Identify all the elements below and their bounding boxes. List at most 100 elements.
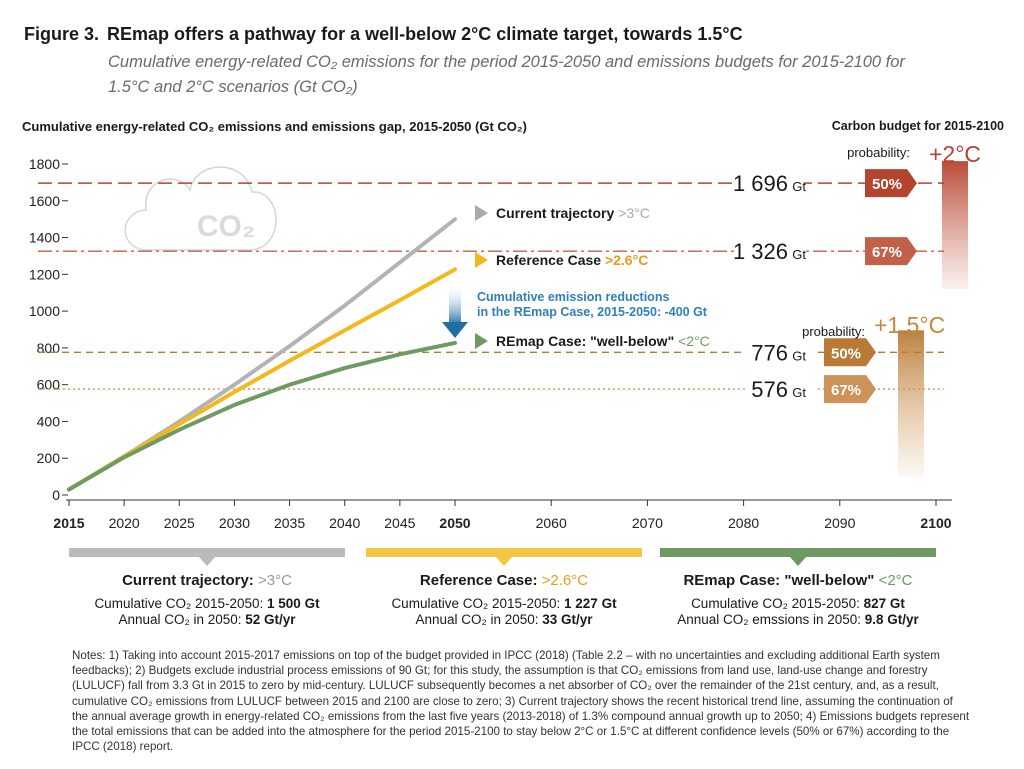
y-tick-label: 1000 (29, 303, 60, 319)
probability-badge (824, 338, 876, 367)
budget-value: 1 696 (733, 171, 788, 196)
reduction-arrow-head (442, 322, 468, 338)
cumulative-co2-line: Cumulative CO₂ 2015-2050: 827 Gt (660, 596, 936, 611)
cumulative-co2-line: Cumulative CO₂ 2015-2050: 1 500 Gt (69, 596, 345, 611)
budget-value: 576 (751, 377, 788, 402)
summary-label: Cumulative CO₂ 2015-2050: (691, 596, 864, 611)
scenario-name: Reference Case: (419, 572, 542, 589)
series-marker-icon (475, 205, 488, 221)
budget-unit: Gt (792, 247, 806, 262)
summary-pointer-icon (199, 557, 215, 566)
x-tick-label: 2030 (219, 515, 250, 531)
scenario-name: Current trajectory: (122, 572, 258, 589)
x-tick-label: 2080 (728, 515, 759, 531)
reduction-arrow-shaft (449, 283, 461, 325)
scenario-name: REmap Case: "well-below" (683, 572, 879, 589)
scenario-summary: Current trajectory: >3°C Cumulative CO₂ 2… (69, 548, 345, 638)
scenario-summary: Reference Case: >2.6°C Cumulative CO₂ 201… (366, 548, 642, 638)
x-tick-label: 2020 (109, 515, 140, 531)
summary-label: Annual CO₂ emssions in 2050: (677, 612, 865, 627)
probability-badge (865, 169, 917, 198)
y-tick-label: 600 (37, 377, 61, 393)
scenario-summary-bar (366, 548, 642, 557)
probability-value: 50% (831, 345, 861, 362)
y-tick-label: 1600 (29, 193, 60, 209)
series-line (67, 340, 457, 492)
annual-co2-line: Annual CO₂ in 2050: 52 Gt/yr (69, 612, 345, 627)
x-tick-label: 2040 (329, 515, 360, 531)
figure-title: Figure 3. REmap offers a pathway for a we… (24, 24, 743, 45)
y-tick-label: 200 (37, 450, 61, 466)
cumulative-co2-line: Cumulative CO₂ 2015-2050: 1 227 Gt (366, 596, 642, 611)
summary-value: 1 227 Gt (564, 596, 617, 611)
budget-value: 1 326 (733, 239, 788, 264)
summary-label: Cumulative CO₂ 2015-2050: (391, 596, 565, 611)
x-tick-label: 2060 (536, 515, 567, 531)
x-tick-label: 2070 (632, 515, 663, 531)
series-label: REmap Case: "well-below" <2°C (496, 333, 710, 349)
scenario-summary-title: REmap Case: "well-below" <2°C (660, 572, 936, 589)
summary-pointer-icon (790, 557, 806, 566)
y-tick-label: 1200 (29, 266, 60, 282)
series-label: Reference Case >2.6°C (496, 252, 648, 268)
series-label: Current trajectory >3°C (496, 205, 650, 221)
x-tick-label: 2015 (53, 515, 84, 531)
probability-value: 67% (872, 244, 902, 261)
figure-title-text: REmap offers a pathway for a well-below … (107, 24, 743, 44)
annual-co2-line: Annual CO₂ in 2050: 33 Gt/yr (366, 612, 642, 627)
probability-value: 67% (831, 382, 861, 399)
y-tick-label: 0 (52, 487, 60, 503)
y-tick-label: 800 (37, 340, 61, 356)
annual-co2-line: Annual CO₂ emssions in 2050: 9.8 Gt/yr (660, 612, 936, 627)
x-tick-label: 2045 (384, 515, 415, 531)
scenario-summary-title: Reference Case: >2.6°C (366, 572, 642, 589)
one-five-c-budget-bar (898, 330, 924, 478)
x-tick-label: 2035 (274, 515, 305, 531)
y-tick-label: 1400 (29, 230, 60, 246)
scenario-summary-bar (660, 548, 936, 557)
one-five-c-scenario-label: +1.5°C (874, 312, 945, 338)
x-tick-label: 2050 (439, 515, 470, 531)
y-tick-label: 1800 (29, 156, 60, 172)
summary-pointer-icon (496, 557, 512, 566)
budget-label-bg (734, 237, 804, 264)
scenario-tag: >3°C (257, 572, 292, 589)
two-c-scenario-label: +2°C (929, 141, 981, 167)
y-tick-label: 400 (37, 413, 61, 429)
summary-label: Cumulative CO₂ 2015-2050: (94, 596, 268, 611)
budget-label-bg (746, 375, 816, 402)
budget-value: 776 (751, 340, 788, 365)
chart-title: Cumulative energy-related CO₂ emissions … (22, 119, 527, 134)
probability-label: probability: (802, 324, 865, 339)
summary-label: Annual CO₂ in 2050: (118, 612, 246, 627)
two-c-budget-bar (942, 161, 968, 290)
budget-unit: Gt (792, 348, 806, 363)
summary-value: 1 500 Gt (267, 596, 320, 611)
summary-value: 9.8 Gt/yr (864, 612, 919, 627)
budget-unit: Gt (792, 179, 806, 194)
probability-badge (865, 237, 917, 266)
scenario-tag: <2°C (878, 572, 913, 589)
co2-cloud-icon: CO₂ (124, 166, 277, 251)
scenario-summary: REmap Case: "well-below" <2°C Cumulative … (660, 548, 936, 638)
budget-label-bg (746, 338, 816, 365)
summary-value: 33 Gt/yr (542, 612, 593, 627)
summary-value: 52 Gt/yr (245, 612, 296, 627)
scenario-summary-bar (69, 548, 345, 557)
reduction-annotation-line2: in the REmap Case, 2015-2050: -400 Gt (477, 305, 708, 319)
scenario-summary-title: Current trajectory: >3°C (69, 572, 345, 589)
probability-label: probability: (847, 145, 910, 160)
scenario-tag: >2.6°C (541, 572, 589, 589)
series-marker-icon (475, 333, 488, 349)
x-tick-label: 2100 (920, 515, 951, 531)
figure-subtitle: Cumulative energy-related CO₂ emissions … (108, 53, 905, 96)
reduction-annotation-line1: Cumulative emission reductions (477, 290, 669, 304)
summary-label: Annual CO₂ in 2050: (415, 612, 543, 627)
x-tick-label: 2025 (164, 515, 195, 531)
summary-value: 827 Gt (863, 596, 905, 611)
budget-unit: Gt (792, 385, 806, 400)
series-marker-icon (475, 252, 488, 268)
x-tick-label: 2090 (824, 515, 855, 531)
co2-cloud-label: CO₂ (197, 210, 255, 243)
probability-value: 50% (872, 176, 902, 193)
